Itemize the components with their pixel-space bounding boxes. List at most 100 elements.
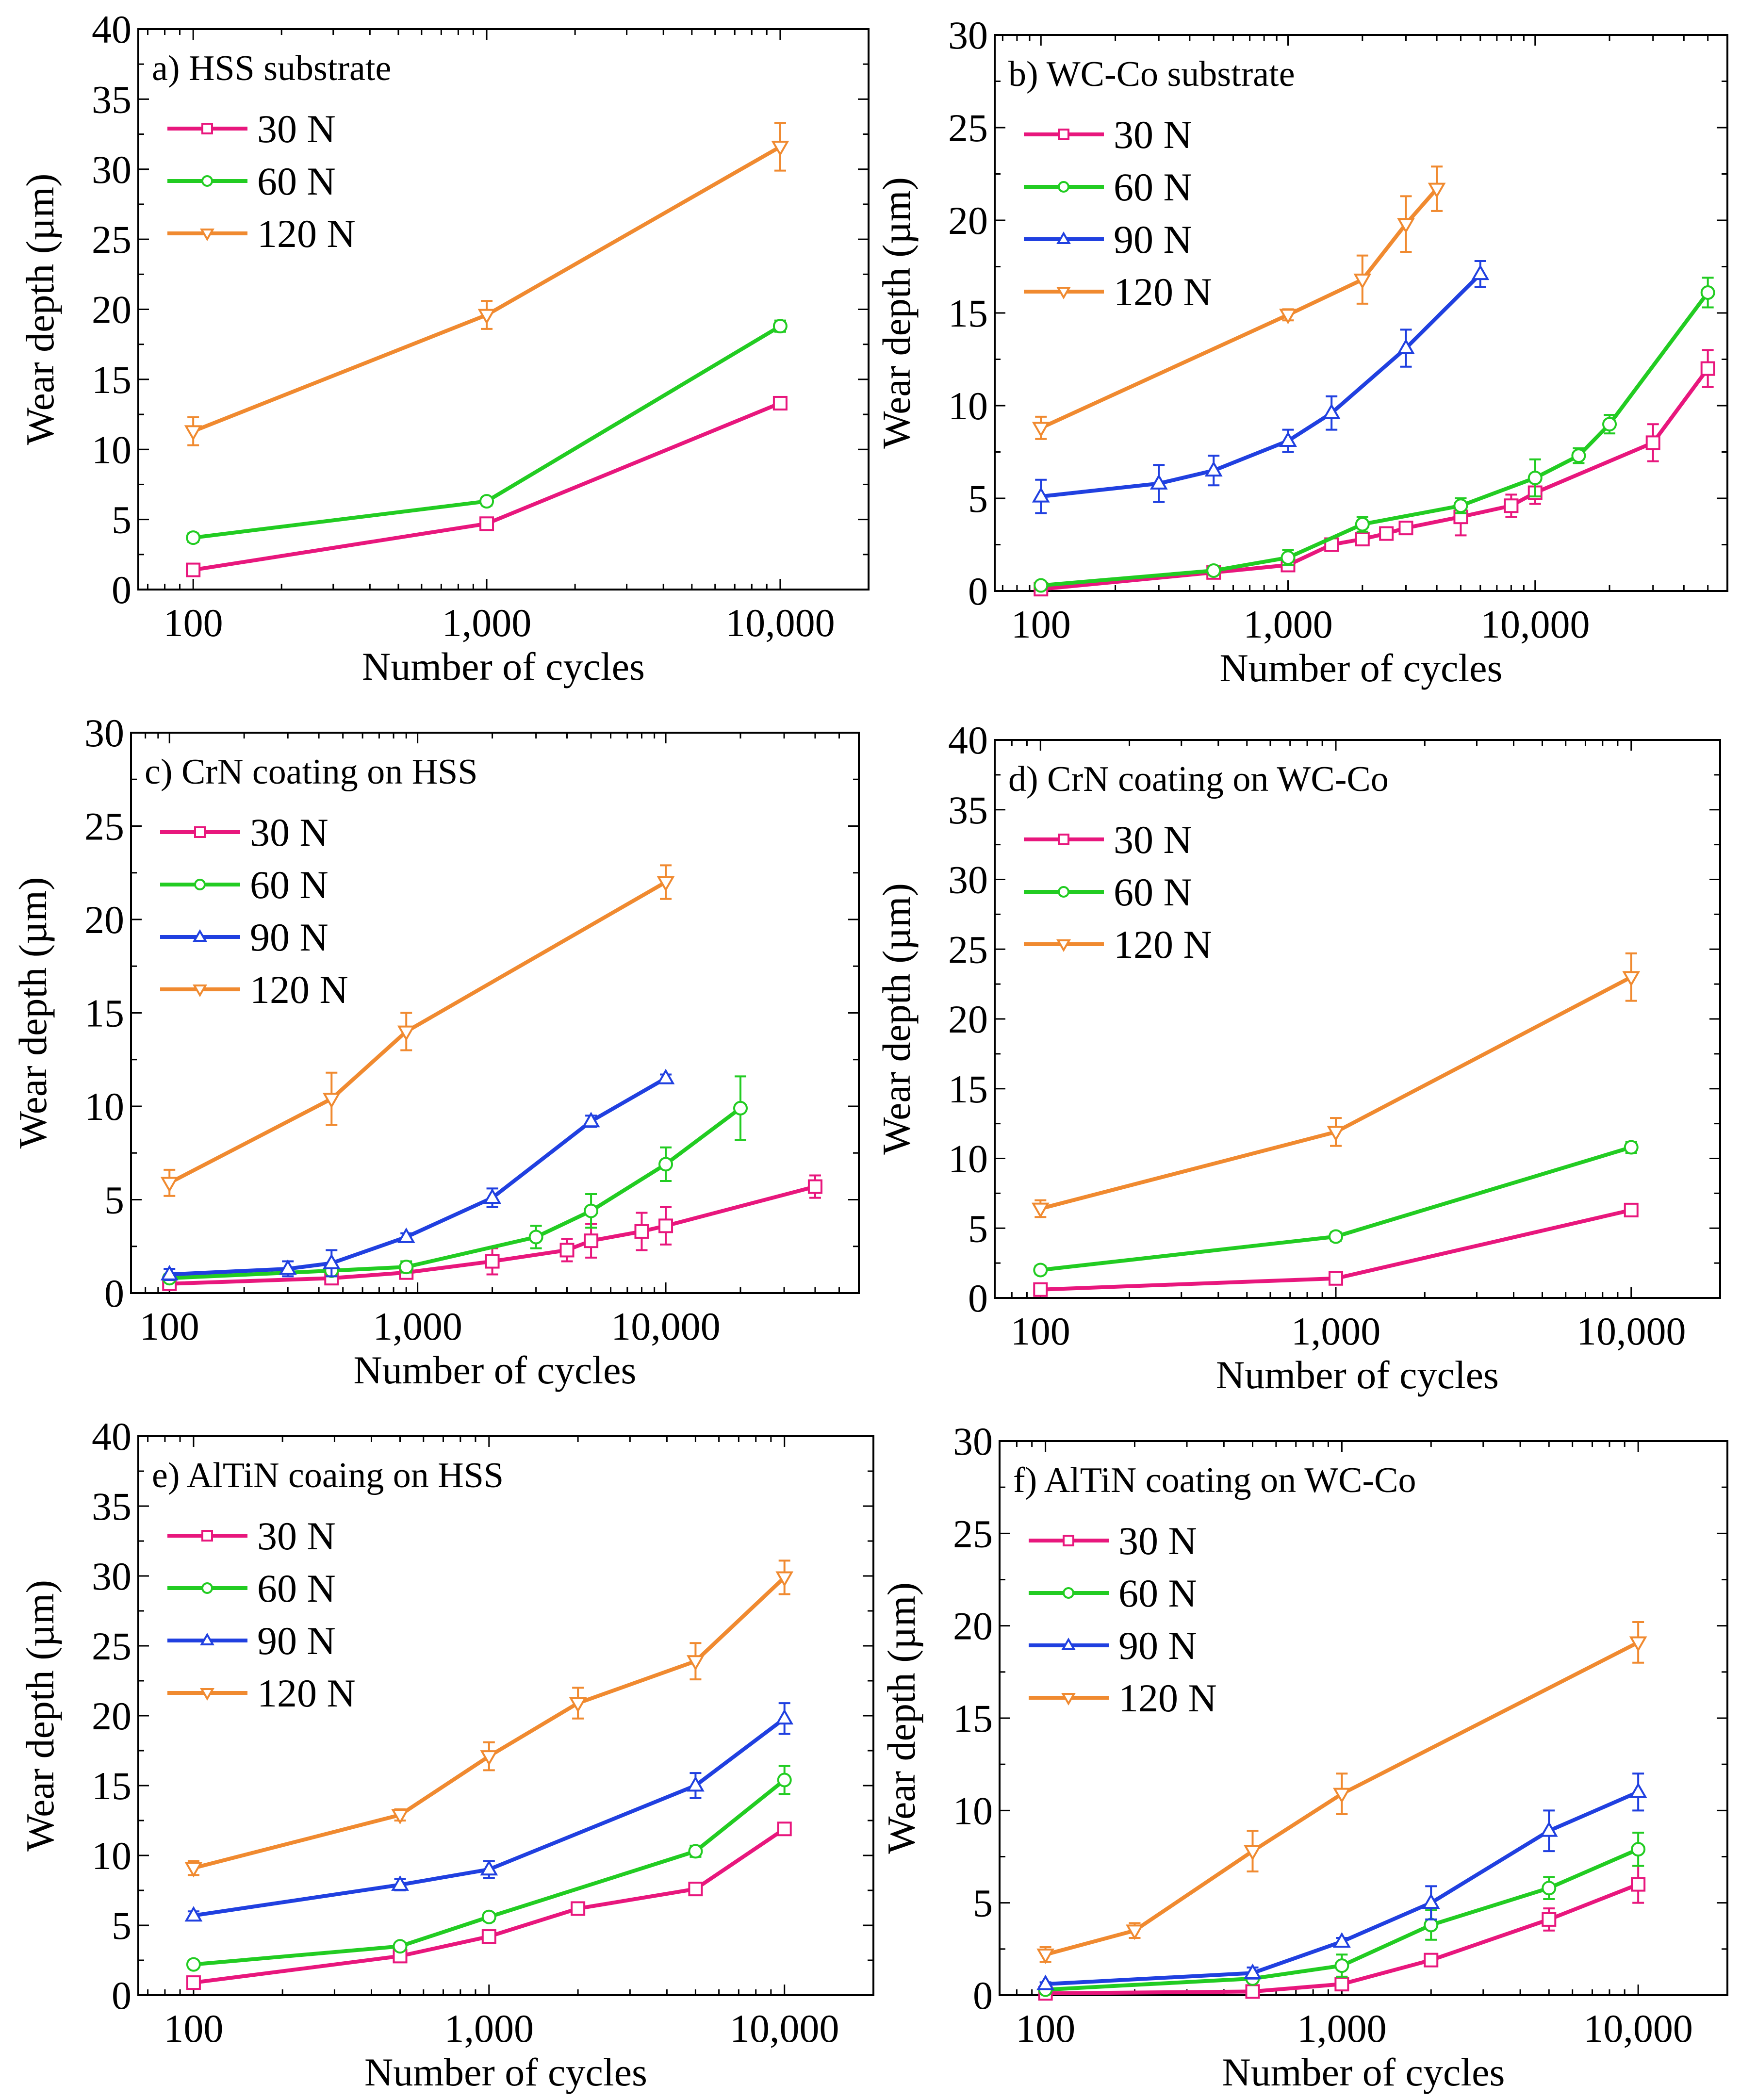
x-tick-label: 1,000	[373, 1304, 462, 1348]
plot-frame	[994, 739, 1721, 1299]
y-tick-label: 20	[953, 1604, 993, 1648]
series-60n	[1034, 277, 1715, 593]
legend-label: 60 N	[257, 159, 336, 203]
y-tick-label: 25	[84, 804, 124, 849]
y-tick-label: 15	[953, 1696, 993, 1740]
series-90n	[160, 1068, 675, 1281]
data-point	[1471, 264, 1490, 280]
data-point	[397, 1025, 415, 1041]
data-point	[186, 1975, 201, 1990]
data-point	[657, 1068, 675, 1084]
panel-title: e) AlTiN coaing on HSS	[152, 1456, 504, 1495]
y-tick-label: 25	[948, 927, 988, 971]
data-point	[1329, 1229, 1344, 1244]
data-point	[807, 1179, 822, 1194]
series-60n	[1033, 1140, 1639, 1278]
y-axis-title: Wear depth (µm)	[874, 177, 919, 449]
data-point	[777, 1821, 792, 1837]
series-120n	[160, 864, 675, 1197]
data-point	[1700, 361, 1715, 376]
y-tick-label: 5	[104, 1178, 124, 1222]
y-tick-label: 10	[948, 384, 988, 428]
x-axis-title: Number of cycles	[1222, 2050, 1505, 2094]
data-point	[399, 1260, 414, 1275]
y-tick-label: 25	[92, 217, 131, 262]
data-point	[1206, 563, 1221, 578]
legend-entry: 120 N	[160, 968, 348, 1012]
y-tick-label: 30	[953, 1419, 993, 1463]
y-tick-label: 25	[948, 106, 988, 150]
series-line	[1040, 1145, 1632, 1272]
data-point	[1398, 521, 1413, 536]
series-line	[193, 401, 781, 572]
data-point	[775, 1709, 794, 1725]
data-point	[480, 1750, 498, 1766]
legend-entry: 60 N	[160, 863, 328, 907]
data-point	[186, 1957, 201, 1972]
data-point	[1540, 1821, 1558, 1837]
legend-label: 30 N	[257, 107, 336, 151]
series-line	[1045, 1790, 1639, 1986]
data-point	[1036, 1974, 1055, 1990]
data-point	[397, 1227, 415, 1243]
legend-label: 60 N	[1118, 1571, 1197, 1615]
series-60n	[162, 1075, 748, 1286]
x-axis-title: Number of cycles	[1216, 1353, 1499, 1397]
data-point	[1631, 1842, 1646, 1857]
data-point	[1504, 498, 1519, 513]
legend-swatch-marker	[201, 1582, 213, 1594]
legend-label: 30 N	[1114, 818, 1192, 862]
y-tick-label: 10	[92, 1834, 131, 1878]
data-point	[391, 1875, 409, 1891]
data-point	[1629, 1636, 1647, 1652]
legend-swatch-marker	[1063, 1587, 1074, 1599]
legend-entry: 120 N	[167, 212, 356, 256]
legend-swatch-marker	[1061, 1637, 1076, 1650]
legend-swatch-marker	[200, 1688, 214, 1701]
data-point	[1629, 1782, 1647, 1798]
legend-entry: 60 N	[1024, 870, 1192, 914]
y-tick-label: 5	[968, 476, 988, 521]
data-point	[1542, 1912, 1557, 1927]
series-30n	[1034, 349, 1715, 597]
data-point	[657, 876, 675, 892]
legend-swatch-marker	[1056, 231, 1071, 244]
data-point	[1542, 1881, 1557, 1896]
x-tick-label: 10,000	[1480, 602, 1590, 646]
legend-swatch-marker	[1058, 129, 1069, 140]
legend-entry: 30 N	[1024, 113, 1192, 157]
x-tick-label: 10,000	[611, 1304, 721, 1348]
y-tick-label: 5	[973, 1881, 993, 1925]
y-tick-label: 35	[948, 788, 988, 832]
panel-e: 0 5 10 15 20 25 30 35 40 100 1,000 10,000 Number of …	[18, 1414, 874, 2094]
data-point	[772, 395, 788, 410]
data-point	[481, 1929, 496, 1944]
y-tick-label: 0	[973, 1973, 993, 2018]
y-tick-label: 10	[92, 427, 131, 472]
x-tick-label: 100	[164, 2006, 223, 2051]
y-tick-label: 10	[953, 1788, 993, 1833]
legend-label: 30 N	[1118, 1519, 1197, 1563]
series-90n	[1032, 260, 1490, 514]
data-point	[687, 1655, 705, 1671]
data-point	[1126, 1924, 1144, 1940]
data-point	[1329, 1271, 1344, 1286]
panel-title: d) CrN coating on WC-Co	[1008, 759, 1389, 799]
data-point	[485, 1254, 500, 1269]
y-tick-label: 0	[968, 569, 988, 613]
data-point	[1034, 578, 1049, 593]
series-line	[168, 880, 667, 1185]
legend-entry: 90 N	[1024, 217, 1192, 262]
plot-frame	[137, 1435, 874, 1996]
x-axis-title: Number of cycles	[364, 2050, 647, 2094]
data-point	[775, 1571, 794, 1587]
x-tick-label: 10,000	[725, 601, 835, 645]
data-point	[1322, 403, 1341, 419]
legend-label: 120 N	[1114, 270, 1212, 314]
data-point	[1036, 1948, 1055, 1964]
plot-frame	[137, 28, 870, 591]
data-point	[1353, 273, 1372, 289]
legend-swatch-marker	[193, 984, 207, 998]
y-axis-title: Wear depth (µm)	[18, 174, 62, 445]
